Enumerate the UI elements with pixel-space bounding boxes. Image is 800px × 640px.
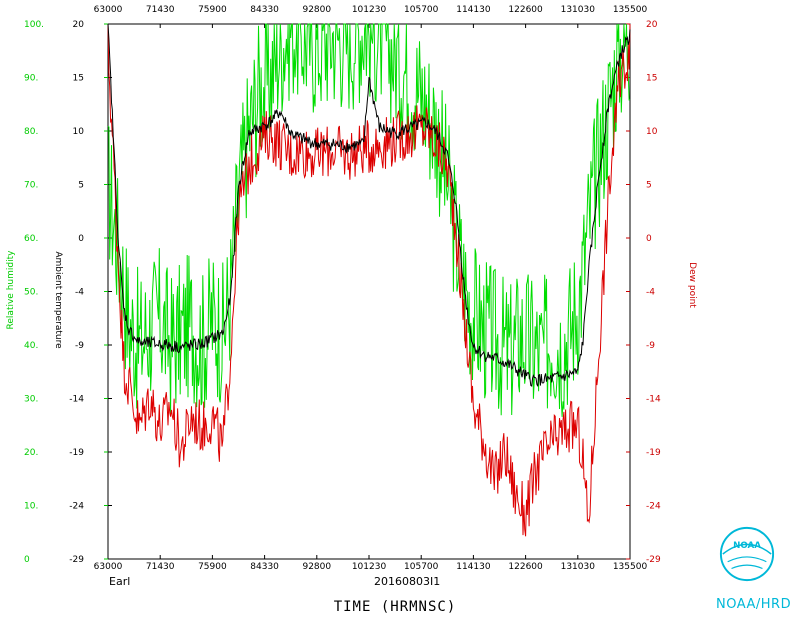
plot-frame bbox=[107, 23, 631, 560]
y-tick-label: 90. bbox=[24, 74, 38, 84]
dew-axis-title: Dew point bbox=[687, 262, 697, 308]
y-tick-label: 20 bbox=[73, 20, 85, 30]
series-layer bbox=[107, 23, 631, 537]
x-tick-label: 131030 bbox=[561, 5, 596, 15]
x-tick-label: 105700 bbox=[404, 5, 439, 15]
top-x-axis: 63000 71430 75900 84330 92800 101230 105700 114… bbox=[94, 5, 648, 28]
y-tick-label: -14 bbox=[69, 395, 84, 405]
y-tick-label: 0 bbox=[78, 234, 84, 244]
y-tick-label: 70. bbox=[24, 181, 38, 191]
x-tick-label: 135500 bbox=[613, 5, 648, 15]
x-tick-label: 114130 bbox=[456, 562, 491, 572]
y-tick-label: 5 bbox=[78, 181, 84, 191]
y-tick-label: 60. bbox=[24, 234, 38, 244]
bottom-x-axis: 63000 71430 75900 84330 92800 101230 105700 114… bbox=[94, 555, 648, 572]
y-tick-label: -19 bbox=[646, 448, 661, 458]
x-tick-label: 101230 bbox=[352, 5, 387, 15]
y-tick-label: 20 bbox=[646, 20, 658, 30]
y-tick-label: 10 bbox=[73, 127, 85, 137]
rh-axis-title: Relative humidity bbox=[6, 250, 16, 330]
x-tick-label: 122600 bbox=[508, 562, 543, 572]
y-tick-label: 20. bbox=[24, 448, 38, 458]
temp-axis-title: Ambient temperature bbox=[53, 251, 63, 349]
y-tick-label: 80. bbox=[24, 127, 38, 137]
temp-series-line bbox=[107, 23, 631, 387]
y-tick-label: -19 bbox=[69, 448, 84, 458]
rh-series-line bbox=[107, 23, 631, 417]
y-tick-label: 50. bbox=[24, 288, 38, 298]
x-tick-label: 63000 bbox=[94, 5, 123, 15]
y-tick-label: 30. bbox=[24, 395, 38, 405]
x-tick-label: 84330 bbox=[250, 5, 279, 15]
x-tick-label: 71430 bbox=[146, 562, 175, 572]
y-tick-label: 15 bbox=[646, 74, 657, 84]
y-tick-label: -4 bbox=[646, 288, 655, 298]
x-tick-label: 135500 bbox=[613, 562, 648, 572]
x-tick-label: 75900 bbox=[198, 562, 227, 572]
logo-text: NOAA bbox=[733, 541, 761, 551]
y-tick-label: 15 bbox=[73, 74, 84, 84]
flight-id: 20160803I1 bbox=[374, 575, 440, 588]
dew-point-axis: 20 15 10 5 0 -4 -9 -14 -19 -24 -29 bbox=[626, 20, 661, 565]
y-tick-label: -9 bbox=[75, 341, 84, 351]
x-tick-label: 92800 bbox=[302, 562, 331, 572]
y-tick-label: 5 bbox=[646, 181, 652, 191]
y-tick-label: -14 bbox=[646, 395, 661, 405]
x-tick-label: 63000 bbox=[94, 562, 123, 572]
x-tick-label: 105700 bbox=[404, 562, 439, 572]
x-tick-label: 114130 bbox=[456, 5, 491, 15]
x-axis-title: TIME (HRMNSC) bbox=[334, 599, 457, 615]
y-tick-label: -4 bbox=[75, 288, 84, 298]
storm-label: Earl bbox=[109, 575, 130, 588]
y-tick-label: -24 bbox=[646, 502, 661, 512]
y-tick-label: -29 bbox=[69, 555, 84, 565]
y-tick-label: 0 bbox=[646, 234, 652, 244]
x-tick-label: 122600 bbox=[508, 5, 543, 15]
x-tick-label: 92800 bbox=[302, 5, 331, 15]
noaa-hrd-branding: NOAA/HRD bbox=[716, 597, 792, 612]
dew-series-line bbox=[107, 23, 631, 537]
x-tick-label: 84330 bbox=[250, 562, 279, 572]
x-tick-label: 75900 bbox=[198, 5, 227, 15]
y-tick-label: -9 bbox=[646, 341, 655, 351]
y-tick-label: 100. bbox=[24, 20, 44, 30]
relative-humidity-axis: 100. 90. 80. 70. 60. 50. 40. 30. 20. 10. 0 bbox=[24, 20, 108, 565]
x-tick-label: 131030 bbox=[561, 562, 596, 572]
y-tick-label: 0 bbox=[24, 555, 30, 565]
y-tick-label: 40. bbox=[24, 341, 38, 351]
y-tick-label: -24 bbox=[69, 502, 84, 512]
y-tick-label: -29 bbox=[646, 555, 661, 565]
ambient-temperature-axis: 20 15 10 5 0 -4 -9 -14 -19 -24 -29 bbox=[69, 20, 112, 565]
y-tick-label: 10. bbox=[24, 502, 38, 512]
noaa-logo-icon: NOAA bbox=[719, 526, 775, 582]
x-tick-label: 71430 bbox=[146, 5, 175, 15]
y-tick-label: 10 bbox=[646, 127, 658, 137]
x-tick-label: 101230 bbox=[352, 562, 387, 572]
